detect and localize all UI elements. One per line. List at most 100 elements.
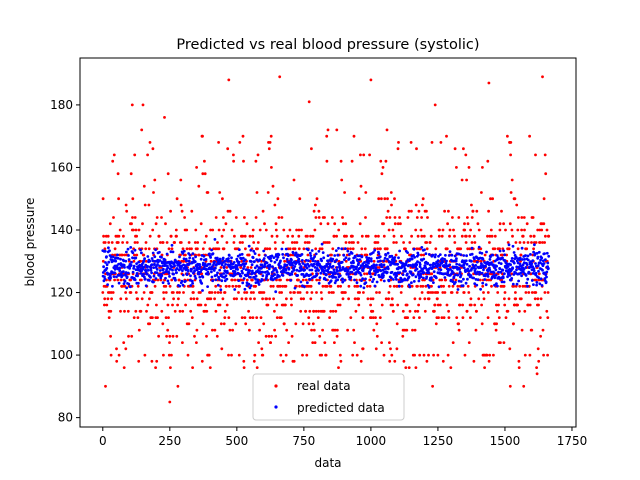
predicted-data-point [448, 263, 452, 267]
predicted-data-point [426, 261, 430, 265]
real-data-point [180, 209, 184, 213]
real-data-point [365, 272, 369, 276]
predicted-data-point [264, 254, 267, 257]
real-data-point [392, 309, 395, 313]
predicted-data-point [143, 277, 147, 281]
real-data-point [307, 100, 311, 104]
real-data-point [469, 316, 472, 319]
real-data-point [175, 197, 179, 201]
real-data-point [330, 216, 334, 219]
real-data-point [508, 347, 512, 351]
real-data-point [519, 253, 523, 257]
real-data-point [457, 216, 461, 219]
real-data-point [457, 328, 461, 332]
predicted-data-point [481, 257, 485, 261]
predicted-data-point [107, 260, 111, 264]
real-data-point [148, 234, 152, 238]
real-data-point [238, 241, 242, 244]
real-data-point [523, 309, 527, 313]
real-data-point [368, 153, 371, 157]
predicted-data-point [479, 287, 482, 291]
real-data-point [270, 166, 273, 169]
predicted-data-point [465, 254, 468, 258]
real-data-point [247, 253, 251, 257]
real-data-point [157, 234, 161, 238]
predicted-data-point [219, 259, 222, 263]
real-data-point [454, 278, 458, 282]
predicted-data-point [290, 258, 293, 262]
real-data-point [101, 259, 105, 263]
predicted-data-point [436, 265, 439, 269]
real-data-point [433, 309, 436, 313]
real-data-point [146, 303, 150, 307]
real-data-point [124, 347, 128, 351]
predicted-data-point [208, 262, 212, 266]
real-data-point [186, 278, 190, 282]
real-data-point [413, 328, 417, 332]
real-data-point [286, 234, 290, 238]
predicted-data-point [263, 264, 267, 268]
predicted-data-point [480, 262, 483, 266]
real-data-point [360, 234, 364, 238]
predicted-data-point [191, 257, 195, 260]
real-data-point [357, 297, 360, 301]
predicted-data-point [122, 263, 126, 267]
real-data-point [210, 291, 214, 294]
predicted-data-point [455, 262, 459, 266]
predicted-data-point [526, 254, 530, 258]
predicted-data-point [167, 282, 171, 285]
predicted-data-point [306, 248, 310, 252]
real-data-point [531, 216, 535, 219]
real-data-point [393, 222, 397, 226]
predicted-data-point [341, 280, 345, 284]
predicted-data-point [153, 262, 156, 266]
predicted-data-point [220, 279, 224, 283]
predicted-data-point [458, 270, 462, 274]
predicted-data-point [493, 283, 496, 287]
predicted-data-point [129, 285, 132, 289]
real-data-point [520, 216, 524, 219]
real-data-point [441, 228, 445, 232]
predicted-data-point [314, 252, 318, 256]
real-data-point [497, 316, 501, 319]
real-data-point [112, 153, 116, 157]
real-data-point [530, 328, 534, 332]
real-data-point [341, 222, 345, 226]
real-data-point [421, 284, 425, 288]
predicted-data-point [321, 251, 325, 255]
real-data-point [257, 253, 261, 257]
predicted-data-point [298, 262, 301, 266]
real-data-point [430, 272, 434, 276]
real-data-point [164, 316, 168, 319]
real-data-point [462, 291, 466, 294]
real-data-point [410, 284, 414, 288]
predicted-data-point [395, 278, 398, 281]
predicted-data-point [458, 263, 461, 266]
real-data-point [477, 297, 481, 301]
predicted-data-point [205, 268, 208, 271]
predicted-data-point [182, 249, 186, 253]
predicted-data-point [479, 266, 483, 269]
real-data-point [422, 234, 426, 238]
real-data-point [228, 209, 232, 213]
predicted-data-point [510, 257, 514, 260]
real-data-point [184, 253, 187, 257]
real-data-point [480, 191, 483, 194]
real-data-point [175, 291, 179, 294]
predicted-data-point [511, 282, 515, 286]
real-data-point [327, 241, 331, 244]
real-data-point [352, 328, 356, 332]
real-data-point [401, 334, 405, 338]
real-data-point [195, 341, 198, 344]
y-tick-label: 100 [50, 348, 73, 362]
predicted-data-point [249, 275, 252, 279]
real-data-point [101, 291, 105, 294]
real-data-point [457, 322, 460, 326]
real-data-point [420, 216, 423, 219]
predicted-data-point [437, 285, 441, 289]
predicted-data-point [359, 273, 363, 277]
predicted-data-point [406, 272, 409, 276]
real-data-point [441, 291, 445, 294]
predicted-data-point [544, 273, 548, 276]
real-data-point [143, 203, 147, 207]
